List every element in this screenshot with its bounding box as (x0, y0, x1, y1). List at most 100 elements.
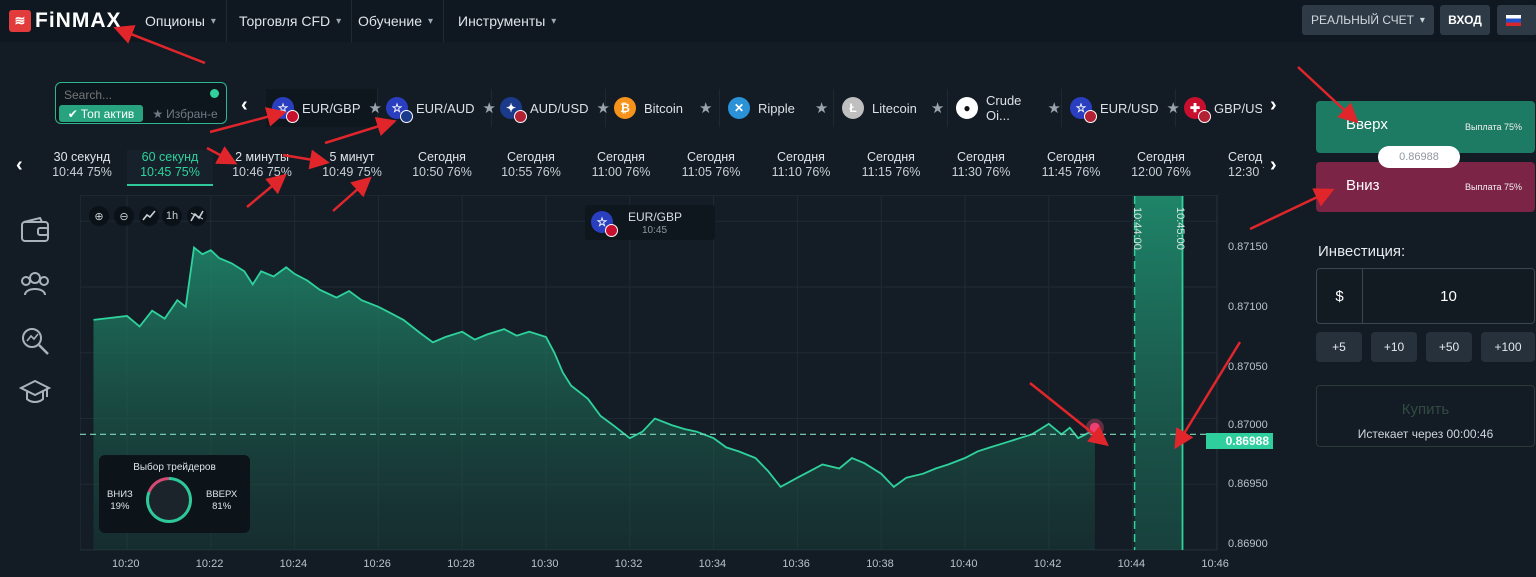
expiry-option[interactable]: Сегодня 10:50 76% (399, 150, 485, 186)
asset-tab-eurusd[interactable]: ☆ EUR/USD ★ (1064, 89, 1180, 127)
star-icon[interactable]: ★ (368, 100, 382, 117)
x-tick-label: 10:26 (363, 558, 391, 570)
nav-cfd-trading[interactable]: Торговля CFD ▾ (229, 0, 353, 42)
star-icon[interactable]: ★ (1047, 100, 1061, 117)
expiry-option[interactable]: Сегодня 11:45 76% (1028, 150, 1114, 186)
expiry-option[interactable]: Сегодня 11:15 76% (848, 150, 934, 186)
expiry-label: 2 минуты (235, 150, 289, 164)
wallet-icon[interactable] (18, 213, 52, 247)
search-input[interactable] (64, 87, 204, 102)
quick-add-label: +50 (1438, 340, 1460, 354)
indicators-icon[interactable] (187, 206, 207, 226)
timeframe-button[interactable]: 1h (162, 206, 182, 226)
account-mode-label: РЕАЛЬНЫЙ СЧЕТ (1311, 13, 1414, 27)
x-tick-label: 10:24 (279, 558, 308, 570)
chart-pair-label: ☆ EUR/GBP 10:45 (585, 205, 715, 240)
assets-scroll-right-icon[interactable]: › (1270, 94, 1277, 116)
tab-favorites[interactable]: ★ Избран-е (145, 105, 225, 122)
expiry-scroll-right-icon[interactable]: › (1270, 154, 1277, 176)
finmax-logo[interactable]: ≋ FiNMAX (9, 8, 122, 34)
quick-add-10-button[interactable]: +10 (1371, 332, 1417, 362)
quick-add-5-button[interactable]: +5 (1316, 332, 1362, 362)
expiry-payout: 76% (625, 165, 651, 179)
asset-name: AUD/USD (530, 100, 589, 116)
expiry-option[interactable]: 60 секунд 10:45 75% (127, 150, 213, 186)
nav-label: Опционы (145, 13, 205, 29)
us-flag-icon (514, 110, 527, 123)
asset-name: Bitcoin (644, 100, 684, 116)
tab-top-assets[interactable]: ✔ Топ актив (59, 105, 143, 122)
us-flag-icon (1198, 110, 1211, 123)
chart-type-icon[interactable] (139, 206, 159, 226)
asset-tab-euraud[interactable]: ☆ EUR/AUD ★ (380, 89, 496, 127)
asset-tab-ripple[interactable]: ✕ Ripple ★ (722, 89, 834, 127)
expiry-payout: 75% (356, 165, 382, 179)
quick-add-50-button[interactable]: +50 (1426, 332, 1472, 362)
asset-tab-audusd[interactable]: ✦ AUD/USD ★ (494, 89, 610, 127)
expiry-payout: 76% (1075, 165, 1101, 179)
expiry-payout: 75% (174, 165, 200, 179)
analytics-search-icon[interactable] (18, 324, 52, 358)
eu-flag-icon: ☆ (591, 211, 618, 237)
asset-tab-gbpusd[interactable]: ✚ GBP/USD (1178, 89, 1262, 127)
asset-name: EUR/USD (1100, 100, 1159, 116)
expiry-scroll-left-icon[interactable]: ‹ (16, 154, 23, 176)
star-icon[interactable]: ★ (814, 100, 829, 117)
eu-flag-icon: ☆ (1070, 97, 1097, 123)
nav-education[interactable]: Обучение ▾ (348, 0, 445, 42)
down-percent: 19% (110, 501, 130, 512)
expiry-payout: 76% (895, 165, 921, 179)
expiry-label: Сегодня (777, 150, 825, 164)
buy-button[interactable]: Купить Истекает через 00:00:46 (1316, 385, 1535, 447)
expiry-option[interactable]: 30 секунд 10:44 75% (39, 150, 125, 186)
expiry-option[interactable]: Сегодня 11:30 76% (938, 150, 1024, 186)
expiry-option[interactable]: Сегодня 11:05 76% (668, 150, 754, 186)
nav-options[interactable]: Опционы ▾ (135, 0, 227, 42)
investment-input[interactable]: $ 10 (1316, 268, 1535, 324)
zoom-out-icon[interactable]: ⊖ (114, 206, 134, 226)
expiry-payout: 76% (1165, 165, 1191, 179)
currency-symbol: $ (1317, 269, 1363, 323)
quick-add-100-button[interactable]: +100 (1481, 332, 1535, 362)
expiry-label: 5 минут (329, 150, 375, 164)
star-icon[interactable]: ★ (699, 100, 713, 117)
zoom-in-icon[interactable]: ⊕ (89, 206, 109, 226)
asset-tab-crude-oil[interactable]: ● Crude Oi... ★ (950, 89, 1062, 127)
current-price-tag: 0.86988 (1206, 433, 1273, 449)
asset-tab-bitcoin[interactable]: ₿ Bitcoin ★ (608, 89, 720, 127)
language-selector[interactable] (1497, 5, 1536, 35)
asset-tab-eurgbp[interactable]: ☆ EUR/GBP ★ (266, 89, 382, 127)
expiry-time: 11:15 (861, 165, 892, 179)
nav-tools[interactable]: Инструменты ▾ (448, 0, 566, 42)
litecoin-icon: Ł (842, 97, 864, 119)
chart-pair-time: 10:45 (642, 225, 668, 236)
put-down-button[interactable]: Вниз Выплата 75% (1316, 162, 1535, 212)
star-icon[interactable]: ★ (1166, 100, 1180, 117)
asset-tab-litecoin[interactable]: Ł Litecoin ★ (836, 89, 948, 127)
x-tick-label: 10:46 (1201, 558, 1229, 570)
expiry-time: 10:50 (412, 165, 444, 179)
community-icon[interactable] (18, 266, 52, 300)
nav-label: Инструменты (458, 13, 546, 29)
star-icon[interactable]: ★ (596, 100, 610, 117)
asset-name: Ripple (758, 100, 795, 116)
expiry-payout: 75% (86, 165, 112, 179)
account-mode-dropdown[interactable]: РЕАЛЬНЫЙ СЧЕТ ▾ (1302, 5, 1434, 35)
investment-amount[interactable]: 10 (1440, 287, 1457, 305)
last-price-point (1089, 422, 1100, 433)
traders-choice-title: Выбор трейдеров (133, 462, 216, 473)
education-cap-icon[interactable] (18, 375, 52, 409)
expiry-label: Сегодня (1047, 150, 1095, 164)
expiry-option[interactable]: Сегодня 12:00 76% (1118, 150, 1204, 186)
expiry-option[interactable]: Сегодня 10:55 76% (488, 150, 574, 186)
expiry-option[interactable]: Сегодня 11:10 76% (758, 150, 844, 186)
expiry-payout: 76% (446, 165, 472, 179)
expiry-option[interactable]: Сегодня 11:00 76% (578, 150, 664, 186)
assets-scroll-left-icon[interactable]: ‹ (241, 94, 248, 116)
login-button[interactable]: ВХОД (1440, 5, 1490, 35)
star-icon[interactable]: ★ (930, 100, 945, 117)
star-icon[interactable]: ★ (482, 100, 496, 117)
expiry-line-label-1: 10:44:00 (1131, 207, 1143, 250)
